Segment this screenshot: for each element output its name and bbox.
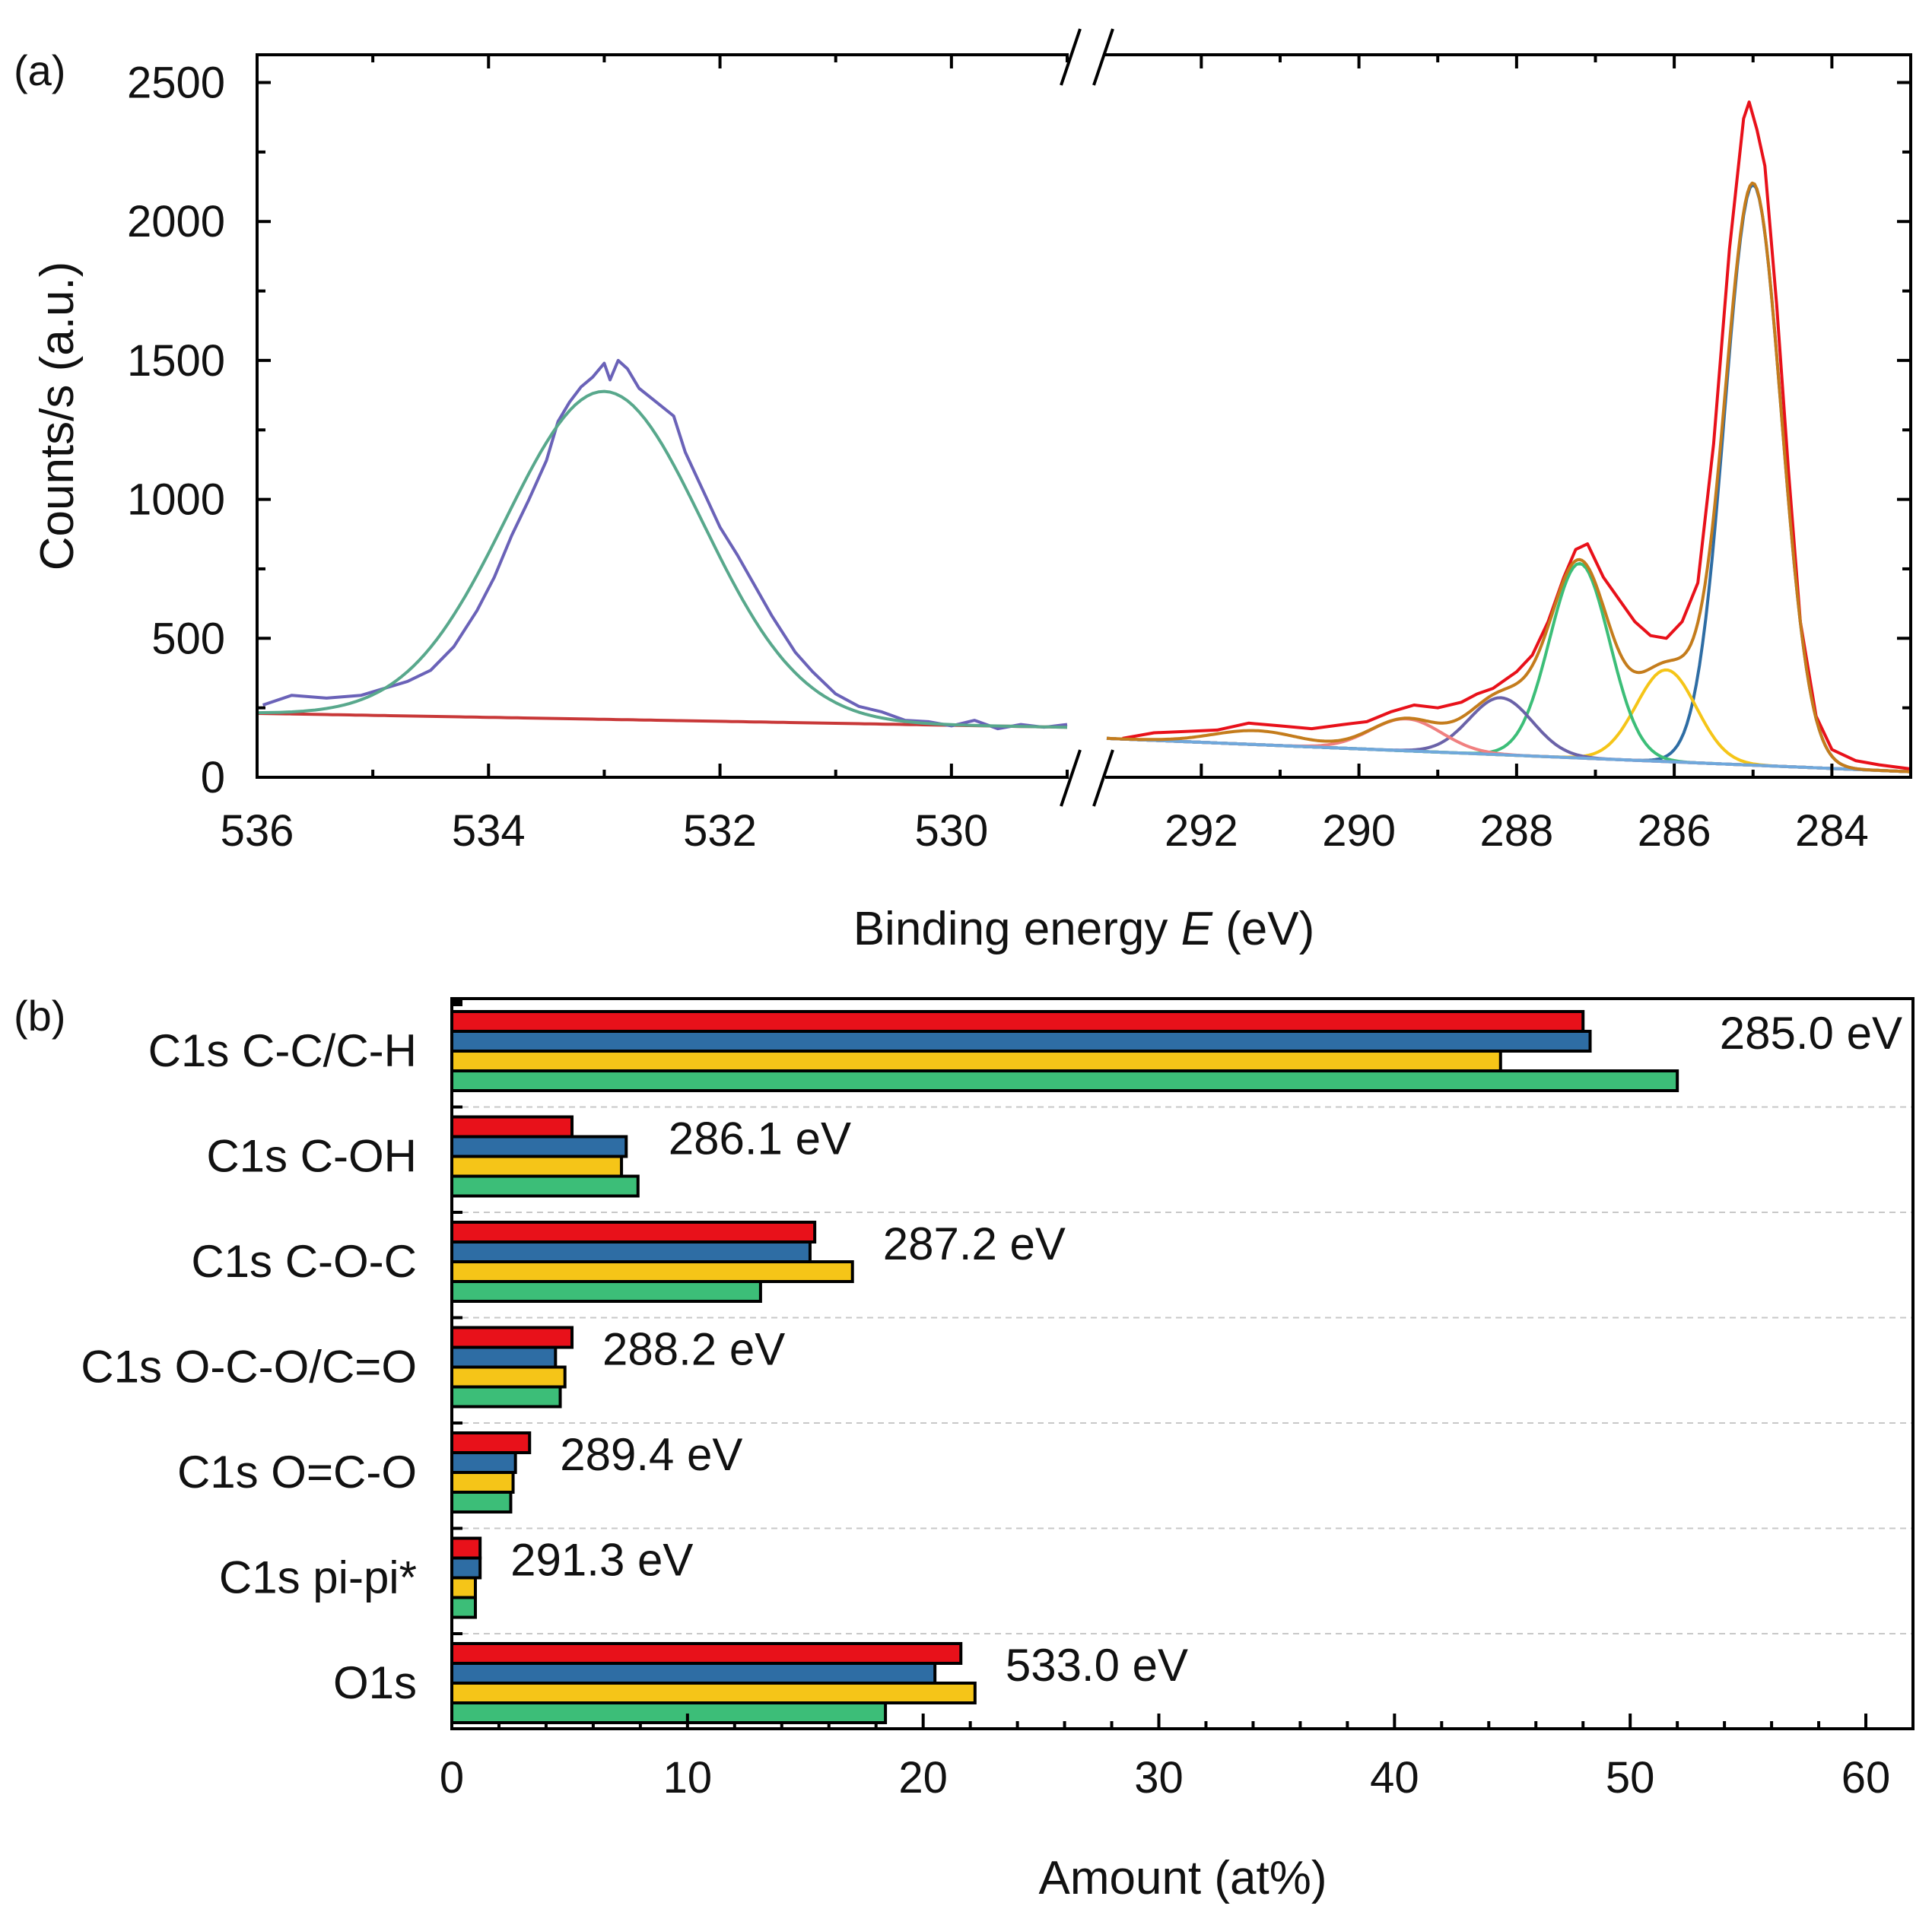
bar	[450, 1345, 558, 1369]
x-tick-label: 536	[221, 806, 294, 856]
bar	[450, 1451, 517, 1474]
axis-break-mark-top	[1060, 28, 1114, 86]
category-label: C1s pi-pi*	[219, 1552, 417, 1603]
category-label: C1s O-C-O/C=O	[81, 1342, 417, 1393]
x-tick-label: 60	[1841, 1753, 1891, 1803]
x-tick-label: 284	[1795, 806, 1869, 856]
category-label: O1s	[333, 1657, 417, 1708]
energy-annotation: 289.4 eV	[560, 1429, 742, 1480]
x-tick-label: 0	[440, 1753, 464, 1803]
bar	[450, 1240, 812, 1263]
category-label: C1s C-O-C	[191, 1236, 417, 1287]
panel-a-x-ticks: 536 534 532 530 292 290 288 286 284	[221, 55, 1912, 856]
category-label: C1s C-OH	[206, 1131, 417, 1182]
bar	[450, 1576, 477, 1599]
c1s-envelope-fit-line	[1106, 181, 1911, 773]
x-tick-label: 286	[1638, 806, 1711, 856]
panel-a-x-axis-label: Binding energy E (eV)	[853, 903, 1315, 955]
y-tick-label: 1000	[127, 475, 225, 525]
panel-a-y-ticks: 0 500 1000 1500 2000 2500	[127, 59, 1911, 802]
bar	[450, 1431, 532, 1454]
panel-b-x-ticks: 0 10 20 30 40 50 60	[440, 1714, 1890, 1803]
category-label: C1s C-C/C-H	[148, 1025, 417, 1076]
bar	[450, 1069, 1679, 1092]
panel-b-energy-annotations: 285.0 eV 286.1 eV 287.2 eV 288.2 eV 289.4 eV…	[510, 1008, 1902, 1691]
panel-a-frame	[256, 53, 1912, 779]
energy-annotation: 533.0 eV	[1006, 1640, 1188, 1691]
o1s-measured-line	[262, 358, 1068, 731]
energy-annotation: 285.0 eV	[1720, 1008, 1902, 1059]
panel-a-y-axis-label: Counts/s (a.u.)	[31, 262, 84, 571]
bar	[450, 1174, 640, 1198]
panel-b-bars	[450, 1010, 1679, 1724]
panel-b-bar-chart: (b) C1s C-C/C-H C1s C-OH C1s C-O-C C1s O-C-…	[14, 992, 1915, 1904]
bar	[450, 1221, 817, 1244]
panel-a-label: (a)	[14, 46, 65, 94]
x-tick-label: 30	[1134, 1753, 1184, 1803]
panel-a-curves	[256, 100, 1911, 773]
bar	[450, 1365, 567, 1389]
energy-annotation: 286.1 eV	[669, 1113, 851, 1164]
y-tick-label: 2500	[127, 59, 225, 108]
x-tick-label: 534	[452, 806, 526, 856]
bar	[450, 1682, 977, 1704]
o1s-fit-line	[256, 389, 1068, 729]
bar	[450, 1662, 937, 1685]
y-tick-label: 2000	[127, 197, 225, 246]
bar	[450, 1642, 963, 1665]
c1s-background-line	[1106, 736, 1911, 773]
category-label: C1s O=C-O	[177, 1447, 417, 1498]
panel-a-spectrum-chart: (a) 0 500 1000 1500 2000 2500 536 534 532 530 292…	[14, 28, 1912, 955]
panel-b-x-axis-label: Amount (at%)	[1038, 1852, 1327, 1904]
x-axis-label-symbol: E	[1181, 903, 1213, 955]
bar	[450, 1155, 624, 1178]
x-tick-label: 40	[1370, 1753, 1419, 1803]
bar	[450, 1030, 1592, 1053]
bar	[450, 1491, 513, 1514]
x-tick-label: 290	[1322, 806, 1396, 856]
bar	[450, 1701, 888, 1724]
x-tick-label: 20	[898, 1753, 948, 1803]
panel-b-frame	[450, 997, 1915, 1730]
bar	[450, 1010, 1585, 1033]
c1s-component-line	[1106, 696, 1911, 773]
c1s-measured-line	[1122, 100, 1911, 770]
bar	[450, 1050, 1502, 1072]
y-tick-label: 500	[151, 614, 225, 663]
energy-annotation: 291.3 eV	[510, 1535, 693, 1586]
bar	[450, 1471, 515, 1494]
energy-annotation: 288.2 eV	[602, 1324, 785, 1375]
bar	[450, 1326, 574, 1349]
x-tick-label: 530	[914, 806, 988, 856]
bar	[450, 1536, 482, 1560]
bar	[450, 1556, 482, 1580]
x-tick-label: 288	[1479, 806, 1553, 856]
bar	[450, 1115, 574, 1139]
x-axis-label-part-2: (eV)	[1212, 903, 1314, 955]
x-tick-label: 50	[1606, 1753, 1655, 1803]
x-tick-label: 292	[1165, 806, 1238, 856]
bar	[450, 1260, 854, 1283]
x-tick-label: 532	[683, 806, 757, 856]
y-tick-label: 1500	[127, 336, 225, 386]
c1s-component-line	[1106, 561, 1911, 773]
panel-b-gridlines	[452, 1106, 1913, 1634]
panel-b-label: (b)	[14, 992, 65, 1040]
bar	[450, 1280, 762, 1303]
bar	[450, 1135, 628, 1158]
panel-b-category-labels: C1s C-C/C-H C1s C-OH C1s C-O-C C1s O-C-O/C=…	[81, 1025, 417, 1708]
panel-b-y-ticks	[452, 1000, 462, 1635]
y-tick-label: 0	[201, 753, 225, 802]
x-axis-label-part-1: Binding energy	[853, 903, 1181, 955]
x-tick-label: 10	[663, 1753, 713, 1803]
bar	[450, 1596, 477, 1619]
axis-break-mark-bottom	[1060, 749, 1114, 807]
energy-annotation: 287.2 eV	[883, 1218, 1066, 1269]
bar	[450, 1385, 562, 1409]
